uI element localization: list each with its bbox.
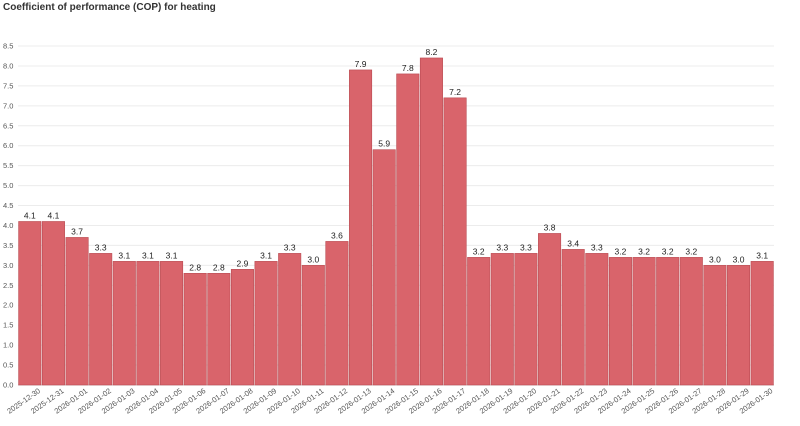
value-label: 7.2 bbox=[449, 87, 461, 97]
value-label: 3.0 bbox=[709, 254, 721, 264]
value-label: 2.8 bbox=[189, 262, 201, 272]
value-label: 4.1 bbox=[48, 210, 60, 220]
value-label: 3.2 bbox=[685, 246, 697, 256]
bar bbox=[278, 253, 302, 386]
bar bbox=[207, 273, 231, 386]
y-tick-label: 0.0 bbox=[3, 381, 13, 390]
y-tick-label: 0.5 bbox=[3, 361, 13, 370]
bar bbox=[703, 265, 727, 386]
value-label: 3.7 bbox=[71, 226, 83, 236]
value-label: 3.3 bbox=[591, 242, 603, 252]
y-tick-label: 8.5 bbox=[3, 42, 13, 51]
value-label: 3.3 bbox=[496, 242, 508, 252]
bar bbox=[372, 149, 396, 386]
chart-title: Coefficient of performance (COP) for hea… bbox=[3, 2, 216, 13]
y-tick-label: 2.0 bbox=[3, 301, 13, 310]
bar bbox=[608, 257, 632, 386]
bar bbox=[490, 253, 514, 386]
bar bbox=[230, 269, 254, 386]
y-tick-label: 5.0 bbox=[3, 181, 13, 190]
y-tick-label: 4.0 bbox=[3, 221, 13, 230]
value-label: 3.3 bbox=[284, 242, 296, 252]
bar bbox=[325, 241, 349, 386]
y-tick-label: 3.5 bbox=[3, 241, 13, 250]
bars bbox=[18, 57, 774, 386]
y-tick-label: 7.5 bbox=[3, 81, 13, 90]
value-label: 3.0 bbox=[733, 254, 745, 264]
bar bbox=[396, 73, 420, 386]
x-axis: 2025-12-302025-12-312026-01-012026-01-02… bbox=[5, 386, 774, 415]
y-tick-label: 5.5 bbox=[3, 161, 13, 170]
y-tick-label: 3.0 bbox=[3, 261, 13, 270]
bar bbox=[183, 273, 207, 386]
bar bbox=[538, 233, 562, 386]
bar bbox=[254, 261, 278, 386]
bar bbox=[41, 221, 65, 386]
bar bbox=[656, 257, 680, 386]
value-label: 3.1 bbox=[118, 250, 130, 260]
value-label: 3.2 bbox=[638, 246, 650, 256]
bar bbox=[136, 261, 160, 386]
value-labels: 4.1 4.1 3.7 3.3 3.1 3.1 3.1 2.8 2.8 2.9 3.1 3.3 3.0 3… bbox=[24, 47, 768, 272]
value-label: 3.6 bbox=[331, 230, 343, 240]
bar bbox=[632, 257, 656, 386]
value-label: 3.4 bbox=[567, 238, 579, 248]
bar bbox=[419, 57, 443, 386]
bar bbox=[112, 261, 136, 386]
value-label: 4.1 bbox=[24, 210, 36, 220]
bar bbox=[301, 265, 325, 386]
y-tick-label: 1.5 bbox=[3, 321, 13, 330]
bar bbox=[750, 261, 774, 386]
value-label: 3.1 bbox=[142, 250, 154, 260]
bar bbox=[727, 265, 751, 386]
bar bbox=[585, 253, 609, 386]
bar bbox=[160, 261, 184, 386]
y-tick-label: 4.5 bbox=[3, 201, 13, 210]
value-label: 3.3 bbox=[95, 242, 107, 252]
value-label: 3.0 bbox=[307, 254, 319, 264]
bar bbox=[561, 249, 585, 386]
value-label: 3.1 bbox=[166, 250, 178, 260]
value-label: 3.1 bbox=[260, 250, 272, 260]
value-label: 3.2 bbox=[615, 246, 627, 256]
value-label: 5.9 bbox=[378, 139, 390, 149]
y-tick-label: 8.0 bbox=[3, 61, 13, 70]
value-label: 7.8 bbox=[402, 63, 414, 73]
bar bbox=[18, 221, 42, 386]
value-label: 3.8 bbox=[544, 222, 556, 232]
bar bbox=[679, 257, 703, 386]
value-label: 3.2 bbox=[662, 246, 674, 256]
value-label: 7.9 bbox=[355, 59, 367, 69]
bar bbox=[443, 97, 467, 386]
y-tick-label: 1.0 bbox=[3, 341, 13, 350]
y-tick-label: 2.5 bbox=[3, 281, 13, 290]
value-label: 2.9 bbox=[237, 258, 249, 268]
value-label: 2.8 bbox=[213, 262, 225, 272]
bar bbox=[349, 69, 373, 386]
y-tick-label: 6.0 bbox=[3, 141, 13, 150]
bar bbox=[65, 237, 89, 386]
value-label: 3.1 bbox=[756, 250, 768, 260]
value-label: 3.3 bbox=[520, 242, 532, 252]
value-label: 3.2 bbox=[473, 246, 485, 256]
bar bbox=[467, 257, 491, 386]
bar bbox=[514, 253, 538, 386]
bar bbox=[89, 253, 113, 386]
value-label: 8.2 bbox=[426, 47, 438, 57]
y-tick-label: 6.5 bbox=[3, 121, 13, 130]
y-tick-label: 7.0 bbox=[3, 101, 13, 110]
